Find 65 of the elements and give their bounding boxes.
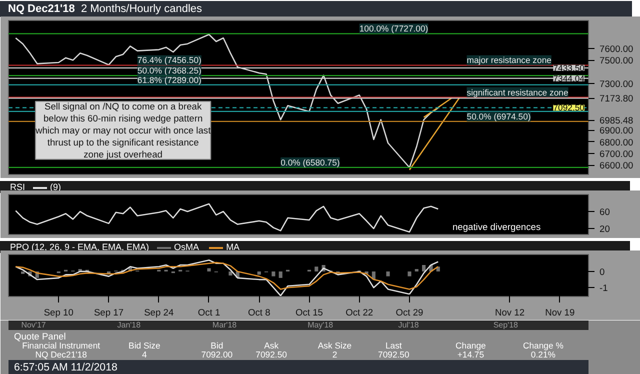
text: Mar'18 [212, 320, 238, 330]
y-tick-label: 6900.00 [600, 126, 634, 136]
category-label: Change % [522, 340, 564, 350]
x-tick-label: Oct 15 [296, 308, 323, 318]
y-tick-label: 7173.80 [600, 94, 634, 104]
chart-title: NQ Dec21'18 [8, 3, 75, 15]
text: 7092.00 [201, 350, 233, 360]
annotation: 50.0% (7368.25) [137, 66, 202, 76]
x-tick-label: Oct 8 [248, 308, 270, 318]
category-label: Bid [210, 340, 224, 350]
x-tick-label: Nov 19 [545, 308, 575, 318]
text: Sep'18 [493, 320, 519, 330]
y-tick-label: 0 [600, 266, 605, 277]
annotation: 50.0% (6974.50) [466, 111, 531, 122]
annotation: 100.0% (7727.00) [359, 24, 428, 34]
annotation: Sell signal on /NQ to come on a break below this 60-min rising wedge pattern which may or may not occur with once last thrust up to the significant resistance zone just overhead [34, 101, 212, 160]
y-tick-label: 60 [600, 207, 610, 218]
y-tick-label: 7300.00 [600, 79, 634, 89]
x-tick-label: Oct 1 [198, 308, 220, 318]
legend-label: MA [226, 242, 240, 252]
text: 7092.50 [256, 350, 288, 360]
y-tick-label: 20 [600, 224, 610, 234]
annotation: 61.8% (7289.00) [137, 74, 202, 85]
x-tick-label: Oct 29 [396, 308, 424, 318]
ref-line-label: 7344.04 [553, 73, 585, 84]
annotation: significant resistance zone [466, 87, 568, 98]
legend-title: RSI [10, 182, 26, 192]
chart-subtitle: 2 Months/Hourly candles [80, 3, 202, 15]
text: NQ Dec21'18 [35, 350, 88, 360]
text: Quote Panel [14, 332, 66, 342]
y-tick-label: 6800.00 [600, 137, 634, 148]
category-label: Last [385, 340, 402, 350]
y-tick-label: 6600.00 [600, 160, 634, 171]
y-tick-label: 7500.00 [600, 56, 634, 66]
annotation: major resistance zone [466, 55, 552, 66]
x-tick-label: Oct 22 [346, 308, 374, 318]
text: Jul'18 [398, 320, 420, 330]
x-tick-label: Nov 12 [494, 308, 525, 318]
x-tick-label: Sep 10 [44, 308, 74, 318]
category-label: Ask [264, 340, 280, 350]
text: Nov'17 [21, 320, 46, 330]
text: 7092.50 [378, 350, 410, 360]
text: 2 [332, 350, 338, 360]
legend-label: OsMA [174, 242, 200, 252]
text: 4 [142, 350, 148, 360]
x-tick-label: Sep 17 [94, 308, 124, 318]
y-tick-label: -1 [600, 283, 608, 294]
y-tick-label: 6700.00 [600, 149, 634, 159]
y-tick-label: 6985.48 [600, 116, 634, 126]
annotation: 76.4% (7456.50) [137, 55, 202, 66]
category-label: Ask Size [318, 340, 352, 350]
x-tick-label: Sep 24 [144, 308, 174, 318]
ref-line-label: 7092.50 [553, 102, 585, 113]
text: 6:57:05 AM 11/2/2018 [14, 362, 118, 374]
text: 0.21% [530, 350, 556, 360]
category-label: Change [456, 340, 486, 350]
category-label: Bid Size [128, 340, 160, 350]
ref-line-label: 7433.50 [553, 62, 585, 73]
text: May'18 [308, 320, 334, 330]
category-label: Financial Instrument [22, 340, 101, 350]
text: +14.75 [457, 350, 484, 360]
text: Jan'18 [117, 320, 142, 330]
annotation: negative divergences [452, 222, 541, 232]
annotation: 0.0% (6580.75) [280, 157, 340, 168]
y-tick-label: 7600.00 [600, 44, 634, 54]
